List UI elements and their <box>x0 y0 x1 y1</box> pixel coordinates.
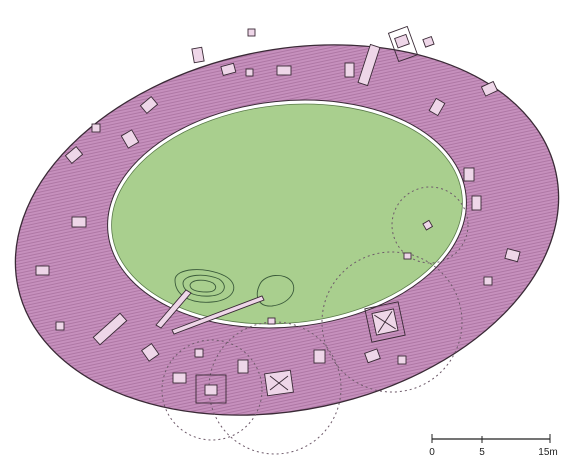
ring-object <box>120 129 140 149</box>
scale-label-15m: 15m <box>538 447 557 458</box>
plinth-left <box>195 374 227 404</box>
ring-object <box>397 355 407 365</box>
ring-object <box>194 348 204 358</box>
range-circle <box>161 339 263 441</box>
central-arena <box>111 103 463 325</box>
ring-object <box>237 359 249 374</box>
ring-object <box>191 46 205 64</box>
ring-object <box>64 146 84 164</box>
plinth-objects <box>35 25 521 404</box>
ring-object <box>364 348 381 364</box>
ring-object <box>504 248 521 263</box>
ring-object <box>139 96 159 114</box>
ring-object <box>247 28 256 37</box>
ring-object <box>172 372 187 384</box>
ring-object <box>344 62 355 78</box>
marker-small <box>422 219 434 231</box>
scale-label-5: 5 <box>479 447 485 458</box>
scale-label-0: 0 <box>429 447 435 458</box>
beam-short <box>155 289 192 329</box>
top-structure <box>387 25 419 63</box>
scale-bar: 0 5 15m <box>429 434 558 458</box>
ring-object <box>55 321 65 331</box>
range-circle <box>321 251 463 393</box>
ring-object <box>91 123 101 133</box>
ring-object <box>276 65 292 76</box>
ring-object <box>471 195 482 211</box>
beam-long <box>171 295 265 335</box>
bench-top <box>357 43 381 87</box>
ring-object <box>403 252 412 260</box>
ring-object <box>480 80 499 97</box>
ring-object <box>428 97 446 117</box>
ring-object <box>35 265 50 276</box>
ring-object <box>220 62 237 76</box>
ring-object <box>313 349 326 364</box>
ring-object <box>483 276 493 286</box>
bench-left <box>92 312 128 346</box>
plinth-large <box>364 301 406 343</box>
ring-object <box>141 343 160 362</box>
plinth-middle <box>264 369 294 397</box>
ring-object <box>245 68 254 77</box>
ring-object <box>463 167 475 182</box>
ring-object <box>422 35 435 48</box>
range-circle <box>391 186 469 264</box>
ring-object <box>71 216 87 228</box>
ring-object <box>267 317 276 325</box>
